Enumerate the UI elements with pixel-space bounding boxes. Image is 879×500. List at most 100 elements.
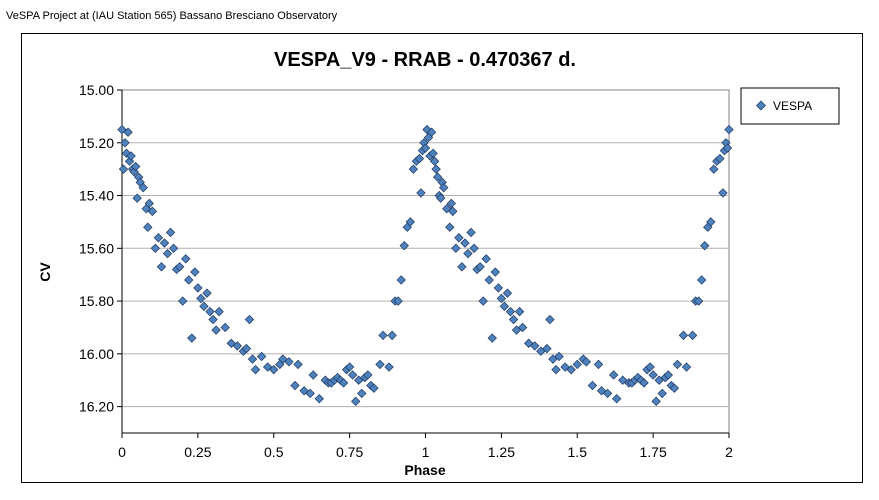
- data-point: [514, 306, 525, 317]
- data-point: [602, 388, 613, 399]
- data-point: [159, 238, 170, 248]
- data-point: [121, 148, 132, 159]
- data-point: [299, 386, 309, 396]
- data-point: [428, 148, 438, 159]
- points-layer: [117, 124, 734, 407]
- data-point: [202, 288, 212, 298]
- legend: VESPA: [740, 87, 840, 125]
- legend-marker: [756, 100, 766, 111]
- data-point: [396, 275, 406, 285]
- data-point: [693, 296, 704, 306]
- data-point: [150, 243, 161, 254]
- data-point: [663, 370, 673, 380]
- data-point: [706, 217, 716, 227]
- data-point: [718, 188, 728, 198]
- data-point: [687, 330, 698, 341]
- x-tick-label: 1.75: [640, 444, 667, 460]
- data-point: [596, 386, 607, 396]
- data-point: [426, 127, 437, 137]
- axis-layer: 15.00 15.20 15.40 15.60 15.80 16.00 16.20 0 0.25…: [79, 82, 733, 460]
- y-axis-label: CV: [37, 262, 53, 282]
- data-point: [290, 380, 300, 391]
- data-point: [446, 198, 456, 209]
- data-point: [193, 283, 203, 293]
- data-point: [369, 383, 379, 393]
- data-point: [672, 359, 683, 370]
- data-point: [435, 193, 446, 203]
- data-point: [681, 362, 692, 372]
- data-point: [208, 314, 218, 325]
- y-tick-label: 16.00: [79, 346, 114, 362]
- data-point: [587, 380, 598, 391]
- data-point: [700, 240, 710, 251]
- x-tick-label: 0.25: [184, 444, 211, 460]
- data-point: [478, 296, 488, 306]
- data-point: [724, 124, 734, 135]
- data-point: [405, 217, 416, 227]
- data-point: [460, 238, 470, 248]
- data-point: [463, 248, 473, 259]
- data-point: [308, 370, 318, 380]
- data-point: [156, 262, 167, 272]
- data-point: [496, 293, 507, 304]
- data-point: [284, 357, 294, 367]
- data-point: [378, 330, 388, 341]
- data-point: [165, 227, 176, 238]
- data-point: [393, 296, 403, 306]
- data-point: [357, 388, 367, 399]
- data-point: [542, 343, 552, 354]
- data-point: [722, 143, 733, 153]
- data-point: [181, 254, 191, 264]
- data-point: [648, 370, 658, 380]
- data-point: [457, 262, 467, 272]
- data-point: [399, 240, 409, 251]
- data-point: [502, 288, 513, 298]
- data-point: [162, 248, 173, 259]
- data-point: [551, 364, 561, 375]
- data-point: [517, 322, 528, 333]
- x-axis-label: Phase: [404, 462, 445, 478]
- data-point: [129, 167, 139, 177]
- data-point: [466, 227, 476, 238]
- data-point: [232, 341, 243, 351]
- data-point: [554, 351, 564, 362]
- data-point: [490, 267, 500, 277]
- data-point: [118, 164, 129, 174]
- data-point: [487, 333, 497, 343]
- x-tick-label: 0: [118, 444, 126, 460]
- data-point: [256, 351, 267, 362]
- data-point: [508, 314, 519, 325]
- data-point: [414, 153, 425, 164]
- data-point: [669, 383, 680, 393]
- data-point: [132, 193, 142, 203]
- data-point: [566, 364, 576, 375]
- data-point: [572, 359, 582, 370]
- data-point: [314, 394, 324, 404]
- data-point: [505, 306, 516, 317]
- data-point: [347, 370, 358, 380]
- data-point: [387, 330, 397, 341]
- data-point: [123, 127, 133, 137]
- data-point: [451, 243, 461, 254]
- legend-label: VESPA: [773, 99, 812, 113]
- data-point: [454, 233, 464, 243]
- y-tick-label: 15.20: [79, 135, 114, 151]
- data-point: [429, 156, 440, 166]
- data-point: [645, 362, 655, 372]
- data-point: [344, 362, 355, 372]
- data-point: [214, 306, 224, 317]
- data-point: [618, 375, 628, 385]
- data-point: [581, 357, 592, 367]
- data-point: [168, 243, 179, 254]
- data-point: [715, 153, 725, 164]
- grid-layer: [122, 142, 729, 408]
- data-point: [445, 222, 455, 232]
- y-tick-label: 15.80: [79, 293, 114, 309]
- figure-caption: VeSPA Project at (IAU Station 565) Bassa…: [6, 10, 338, 22]
- data-point: [250, 364, 261, 375]
- chart-svg: VESPA_V9 - RRAB - 0.470367 d. 15.00 15.20…: [37, 49, 840, 478]
- data-point: [442, 204, 452, 214]
- data-point: [199, 301, 209, 312]
- x-tick-label: 0.75: [336, 444, 363, 460]
- data-point: [431, 164, 441, 174]
